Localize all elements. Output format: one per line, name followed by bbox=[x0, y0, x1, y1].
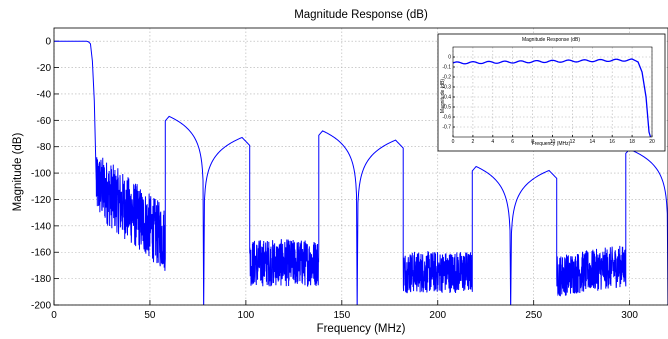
inset-x-tick-label: 16 bbox=[609, 139, 615, 145]
main-x-tick-label: 50 bbox=[144, 310, 156, 321]
inset-y-tick-label: -0.3 bbox=[442, 85, 451, 91]
main-x-tick-label: 150 bbox=[333, 310, 350, 321]
inset-x-tick-label: 14 bbox=[590, 139, 596, 145]
inset-passband-line bbox=[452, 58, 652, 138]
inset-y-tick-label: -0.5 bbox=[442, 105, 451, 111]
inset-x-tick-label: 4 bbox=[491, 139, 494, 145]
inset-y-tick-label: -0.2 bbox=[442, 75, 451, 81]
main-y-tick-label: -80 bbox=[37, 142, 52, 153]
chart-title: Magnitude Response (dB) bbox=[294, 9, 428, 21]
main-x-tick-label: 0 bbox=[51, 310, 57, 321]
inset-x-axis-label: Frequency (MHz) bbox=[532, 141, 571, 147]
inset-y-tick-label: 0 bbox=[448, 55, 451, 61]
x-axis-label: Frequency (MHz) bbox=[317, 323, 406, 335]
magnitude-response-line bbox=[54, 40, 668, 305]
inset-x-tick-label: 12 bbox=[570, 139, 576, 145]
inset-y-axis-label: Magnitude (dB) bbox=[440, 79, 446, 114]
inset-x-tick-label: 8 bbox=[531, 139, 534, 145]
inset-y-tick-label: -0.7 bbox=[442, 125, 451, 131]
main-y-tick-label: -200 bbox=[31, 301, 51, 312]
inset-x-tick-label: 2 bbox=[472, 139, 475, 145]
main-y-tick-label: -20 bbox=[37, 63, 52, 74]
main-x-tick-label: 200 bbox=[429, 310, 446, 321]
main-y-tick-label: -160 bbox=[31, 248, 51, 259]
inset-x-tick-label: 10 bbox=[550, 139, 556, 145]
main-y-tick-label: -60 bbox=[37, 116, 52, 127]
main-y-tick-label: -140 bbox=[31, 221, 51, 232]
inset-y-tick-label: -0.4 bbox=[442, 95, 451, 101]
main-y-tick-label: -180 bbox=[31, 274, 51, 285]
main-y-tick-label: 0 bbox=[45, 37, 51, 48]
inset-title: Magnitude Response (dB) bbox=[522, 37, 580, 43]
inset-y-tick-label: -0.6 bbox=[442, 115, 451, 121]
main-x-tick-label: 100 bbox=[238, 310, 255, 321]
inset-plot-border bbox=[452, 46, 653, 138]
main-plot-border bbox=[53, 27, 668, 306]
inset-x-tick-label: 18 bbox=[629, 139, 635, 145]
main-x-tick-label: 300 bbox=[621, 310, 638, 321]
inset-y-tick-label: -0.1 bbox=[442, 65, 451, 71]
inset-x-tick-label: 0 bbox=[452, 139, 455, 145]
main-x-tick-label: 250 bbox=[525, 310, 542, 321]
inset-plot: 0 2 4 6 8 10 12 14 16 18 20 0 -0.1 -0.2 -0.3 -0.4 -0.5 -0… bbox=[437, 33, 666, 152]
y-axis-label: Magnitude (dB) bbox=[12, 133, 24, 212]
main-y-tick-label: -100 bbox=[31, 169, 51, 180]
main-y-tick-label: -120 bbox=[31, 195, 51, 206]
inset-x-tick-label: 20 bbox=[649, 139, 655, 145]
inset-x-tick-label: 6 bbox=[511, 139, 514, 145]
main-y-tick-label: -40 bbox=[37, 89, 52, 100]
